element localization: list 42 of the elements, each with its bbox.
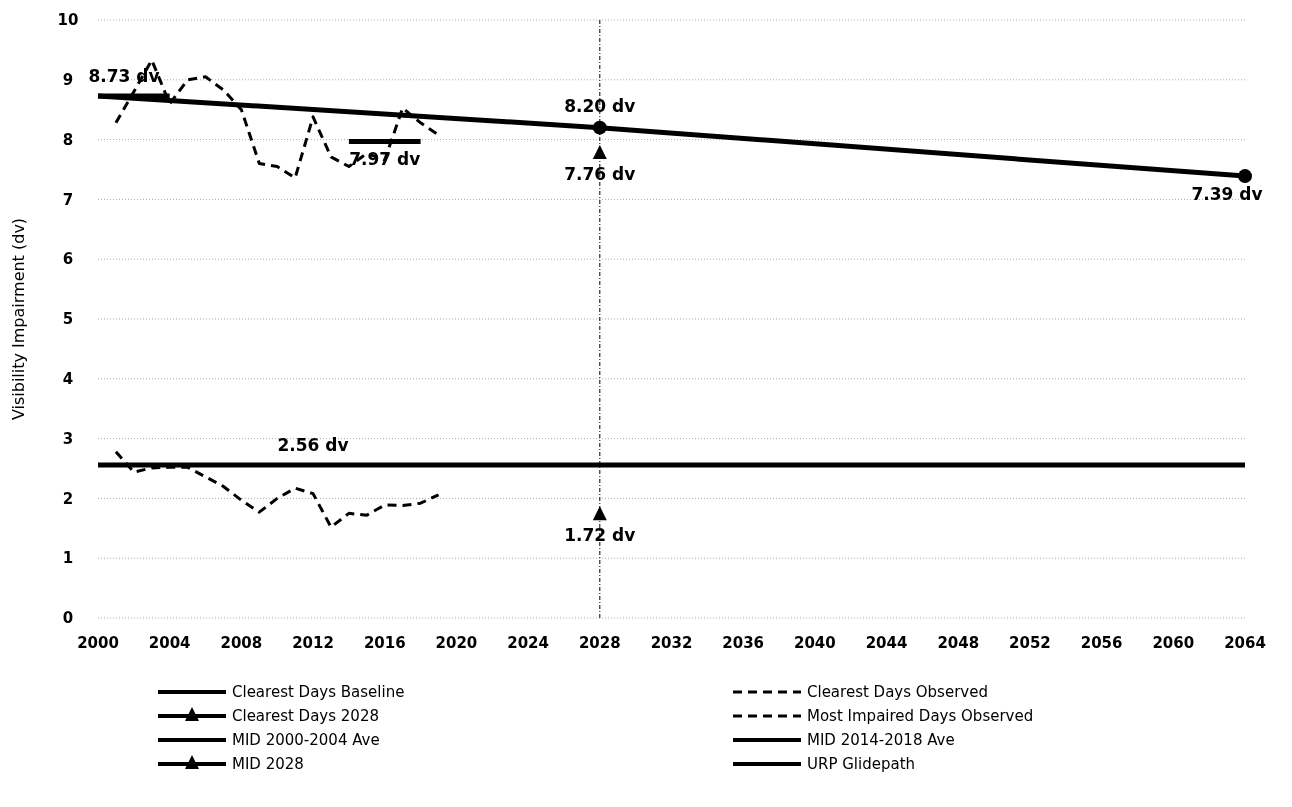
- x-tick-label: 2036: [722, 634, 765, 652]
- x-tick-label: 2028: [578, 634, 621, 652]
- data-label: 7.39 dv: [1191, 184, 1263, 205]
- y-tick-label: 7: [62, 190, 74, 209]
- y-tick-label: 6: [62, 250, 74, 269]
- y-tick-label: 0: [62, 609, 74, 628]
- y-tick-label: 10: [57, 11, 79, 30]
- y-tick-label: 5: [62, 310, 74, 329]
- y-tick-label: 9: [62, 71, 74, 90]
- x-tick-label: 2048: [937, 634, 980, 652]
- x-tick-label: 2060: [1152, 634, 1195, 652]
- data-label: 8.20 dv: [564, 95, 636, 116]
- legend-label: MID 2014-2018 Ave: [807, 731, 955, 750]
- annotation: 1.72 dv: [564, 525, 636, 546]
- legend-label: Clearest Days Baseline: [232, 683, 405, 702]
- y-tick-label: 4: [62, 370, 74, 389]
- annotation: 2.56 dv: [277, 434, 349, 455]
- x-tick-label: 2024: [507, 634, 549, 652]
- legend-label: Clearest Days 2028: [232, 707, 379, 726]
- y-tick-label: 2: [62, 489, 74, 508]
- legend-label: MID 2028: [232, 755, 304, 774]
- x-tick-label: 2004: [148, 634, 191, 652]
- x-tick-label: 2064: [1224, 634, 1266, 652]
- legend-label: Clearest Days Observed: [807, 683, 988, 702]
- x-tick-label: 2012: [292, 634, 334, 652]
- x-tick-label: 2000: [77, 634, 119, 652]
- legend-label: Most Impaired Days Observed: [807, 707, 1034, 726]
- y-tick-label: 8: [62, 130, 74, 149]
- x-tick-label: 2016: [363, 634, 406, 652]
- y-tick-label: 3: [62, 429, 74, 448]
- x-tick-label: 2032: [650, 634, 693, 652]
- legend-label: MID 2000-2004 Ave: [232, 731, 380, 750]
- x-tick-label: 2044: [865, 634, 908, 652]
- y-tick-label: 1: [62, 549, 74, 568]
- annotation: 7.76 dv: [564, 163, 636, 184]
- x-tick-label: 2008: [220, 634, 263, 652]
- x-tick-label: 2052: [1009, 634, 1051, 652]
- legend-label: URP Glidepath: [807, 755, 916, 774]
- y-axis-title: Visibility Impairment (dv): [9, 217, 28, 421]
- x-tick-label: 2056: [1080, 634, 1123, 652]
- x-tick-label: 2020: [435, 634, 478, 652]
- x-tick-label: 2040: [794, 634, 836, 652]
